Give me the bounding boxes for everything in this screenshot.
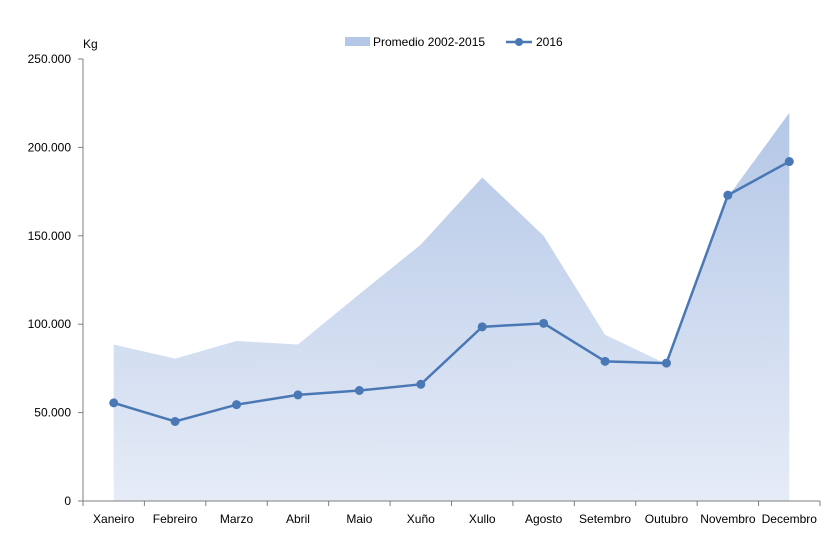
y-tick-label: 50.000 [34,406,71,420]
line-series-2016 [113,160,790,423]
data-point-2016 [416,379,426,389]
x-axis: Xaneiro Febreiro Marzo Abril Maio Xuño Xullo Ag… [82,500,821,526]
area-series-promedio [113,112,790,501]
data-point-2016 [354,386,364,395]
data-point-2016 [477,322,487,332]
data-point-2016 [232,400,242,410]
x-tick-label: Agosto [525,512,563,526]
data-point-2016 [109,398,119,408]
x-tick-label: Xullo [469,512,496,526]
data-point-2016 [170,416,180,426]
data-point-2016 [539,318,549,328]
data-point-2016 [723,190,733,200]
y-axis: 0 50.000 100.000 150.000 200.000 250.000 [28,52,84,508]
y-tick-label: 0 [64,494,71,508]
y-tick-label: 100.000 [28,317,72,331]
data-point-2016 [661,358,671,368]
legend-label-2016: 2016 [536,35,563,49]
x-tick-label: Setembro [579,512,631,526]
y-tick-label: 150.000 [28,229,72,243]
x-tick-label: Marzo [220,512,254,526]
data-point-2016 [600,356,610,366]
x-tick-label: Novembro [700,512,756,526]
x-tick-label: Xaneiro [93,512,135,526]
y-tick-label: 200.000 [28,140,72,154]
x-tick-label: Xuño [407,512,435,526]
data-point-2016 [784,157,794,167]
x-tick-label: Decembro [762,512,818,526]
y-axis-title: Kg [83,37,98,51]
legend: Promedio 2002-2015 2016 [345,35,563,49]
x-tick-label: Maio [346,512,372,526]
x-tick-label: Febreiro [153,512,198,526]
data-point-2016 [293,390,303,400]
legend-marker-2016 [515,38,523,46]
x-tick-label: Abril [286,512,310,526]
x-tick-label: Outubro [645,512,689,526]
legend-label-promedio: Promedio 2002-2015 [373,35,485,49]
plot-area [109,112,794,501]
legend-swatch-promedio [345,37,370,46]
y-tick-label: 250.000 [28,52,72,66]
